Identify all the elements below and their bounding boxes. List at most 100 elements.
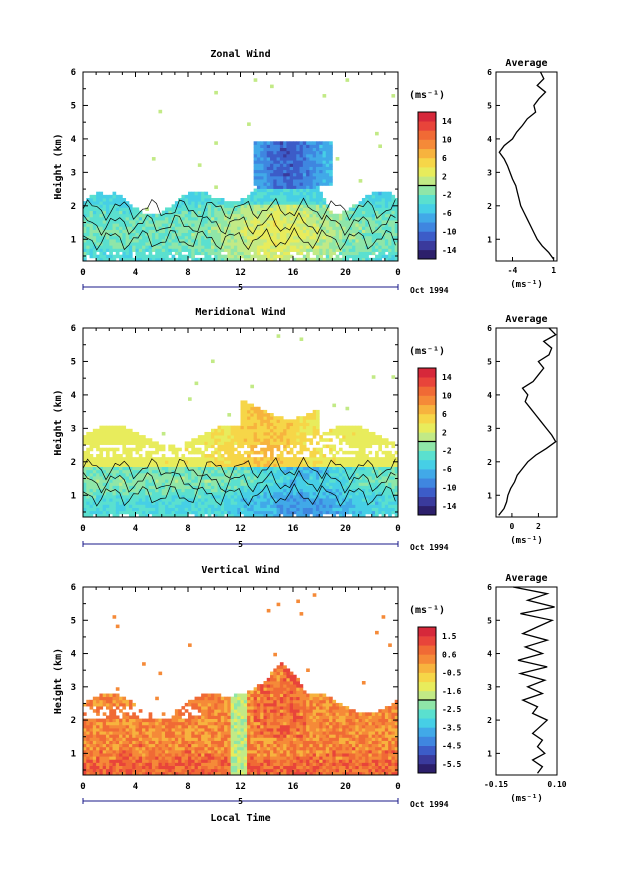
heatmap-cell: [256, 204, 261, 208]
heatmap-cell: [109, 251, 113, 256]
heatmap-cell: [286, 210, 291, 215]
heatmap-cell: [233, 425, 238, 430]
heatmap-cell: [276, 153, 281, 158]
heatmap-cell: [365, 251, 369, 256]
heatmap-cell: [115, 466, 120, 471]
heatmap-cell: [230, 482, 235, 486]
heatmap-cell: [276, 157, 281, 161]
heatmap-cell: [306, 232, 310, 237]
heatmap-cell: [286, 191, 291, 196]
heatmap-cell: [358, 216, 363, 221]
heatmap-cell: [145, 501, 150, 505]
heatmap-cell: [345, 501, 350, 505]
heatmap-cell: [204, 469, 209, 474]
heatmap-cell: [289, 472, 294, 477]
heatmap-cell: [365, 485, 369, 490]
heatmap-cell: [306, 425, 310, 430]
heatmap-cell: [286, 238, 291, 243]
heatmap-cell: [145, 220, 150, 224]
heatmap-cell: [165, 491, 169, 496]
heatmap-cell: [315, 485, 320, 490]
heatmap-cell: [355, 251, 360, 256]
heatmap-cell: [168, 466, 172, 471]
heatmap-cell: [197, 438, 202, 442]
heatmap-cell: [243, 504, 248, 508]
heatmap-cell: [391, 226, 396, 230]
heatmap-cell: [302, 498, 307, 502]
heatmap-cell: [266, 153, 271, 158]
heatmap-cell: [197, 163, 202, 167]
heatmap-cell: [161, 251, 166, 256]
heatmap-cell: [283, 207, 287, 211]
heatmap-cell: [299, 238, 304, 243]
heatmap-cell: [105, 431, 110, 436]
heatmap-cell: [355, 254, 360, 259]
heatmap-cell: [381, 469, 386, 474]
heatmap-cell: [220, 204, 225, 208]
heatmap-cell: [220, 223, 225, 227]
heatmap-cell: [358, 494, 363, 499]
heatmap-cell: [309, 179, 314, 183]
heatmap-cell: [96, 482, 100, 486]
heatmap-cell: [125, 510, 130, 515]
heatmap-cell: [243, 248, 248, 252]
heatmap-cell: [142, 441, 146, 445]
heatmap-cell: [178, 479, 182, 483]
heatmap-cell: [158, 479, 163, 483]
heatmap-cell: [384, 450, 389, 455]
heatmap-cell: [250, 447, 255, 452]
heatmap-cell: [332, 403, 337, 408]
heatmap-cell: [210, 491, 215, 496]
heatmap-cell: [273, 235, 277, 240]
heatmap-cell: [233, 472, 238, 477]
heatmap-cell: [299, 435, 304, 439]
heatmap-cell: [83, 498, 87, 502]
heatmap-cell: [253, 510, 258, 515]
heatmap-cell: [299, 169, 304, 174]
heatmap-cell: [217, 251, 222, 256]
heatmap-cell: [247, 476, 251, 480]
heatmap-cell: [279, 160, 284, 164]
heatmap-cell: [315, 172, 320, 177]
heatmap-cell: [86, 469, 90, 474]
heatmap-cell: [224, 226, 228, 230]
heatmap-cell: [306, 413, 310, 417]
heatmap-cell: [181, 248, 186, 252]
heatmap-cell: [148, 457, 153, 461]
heatmap-cell: [381, 510, 386, 515]
heatmap-cell: [247, 226, 251, 230]
heatmap-cell: [276, 232, 281, 237]
heatmap-cell: [273, 425, 277, 430]
heatmap-cell: [220, 431, 225, 436]
heatmap-cell: [204, 210, 209, 215]
heatmap-cell: [99, 201, 104, 205]
heatmap-cell: [174, 251, 179, 256]
heatmap-cell: [250, 204, 255, 208]
heatmap-cell: [148, 504, 153, 508]
heatmap-cell: [289, 232, 294, 237]
heatmap-cell: [365, 431, 369, 436]
heatmap-cell: [112, 210, 117, 215]
heatmap-cell: [112, 254, 117, 259]
heatmap-cell: [309, 160, 314, 164]
heatmap-cell: [263, 454, 268, 458]
heatmap-cell: [322, 472, 327, 477]
heatmap-cell: [312, 457, 317, 461]
heatmap-cell: [302, 166, 307, 171]
heatmap-cell: [322, 454, 327, 458]
heatmap-cell: [325, 229, 330, 234]
heatmap-cell: [171, 479, 176, 483]
heatmap-cell: [214, 201, 218, 205]
heatmap-cell: [138, 251, 143, 256]
heatmap-cell: [306, 479, 310, 483]
heatmap-cell: [243, 466, 248, 471]
heatmap-cell: [184, 447, 189, 452]
heatmap-cell: [207, 466, 212, 471]
heatmap-cell: [289, 166, 294, 171]
heatmap-cell: [381, 254, 386, 259]
heatmap-cell: [210, 226, 215, 230]
heatmap-cell: [132, 504, 136, 508]
heatmap-cell: [322, 216, 327, 221]
heatmap-cell: [270, 444, 274, 449]
heatmap-cell: [270, 476, 274, 480]
